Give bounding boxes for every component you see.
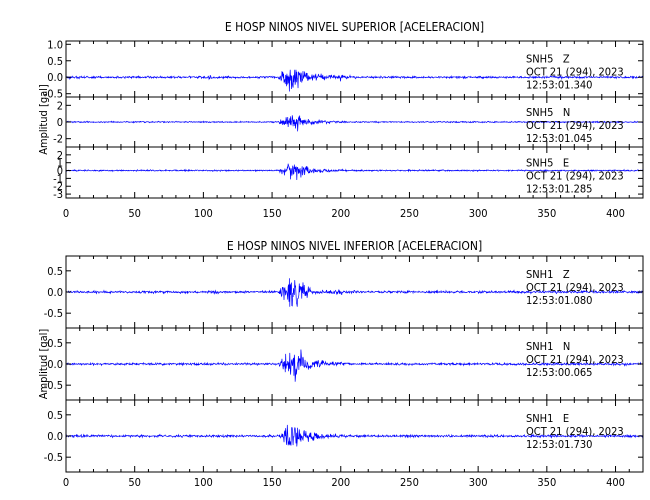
waveform-trace [66,115,643,132]
y-tick-label: 0 [57,165,63,178]
x-tick-label: 300 [469,476,488,489]
y-tick-label: 0.5 [47,409,63,422]
y-tick-label: -2 [53,180,63,193]
waveform-trace [66,349,643,382]
x-tick-label: 0 [63,207,69,220]
station-label: SNH1 Z [526,268,570,281]
waveform-trace [66,69,643,92]
y-tick-label: -0.5 [44,307,63,320]
x-tick-label: 350 [537,207,556,220]
station-label: SNH5 Z [526,52,570,65]
x-tick-label: 0 [63,476,69,489]
date-label: OCT 21 (294), 2023 [526,353,624,366]
x-tick-label: 150 [263,207,282,220]
y-tick-label: -2 [53,133,63,146]
y-tick-label: 0.0 [47,71,63,84]
station-label: SNH1 E [526,412,569,425]
time-label: 12:53:01.285 [526,182,592,195]
figure-title: E HOSP NINOS NIVEL SUPERIOR [ACELERACION… [225,20,484,34]
time-label: 12:53:01.730 [526,438,592,451]
y-tick-label: 0.5 [47,337,63,350]
y-tick-label: 1.0 [47,38,63,51]
y-tick-label: 0.0 [47,358,63,371]
y-tick-label: -3 [53,188,63,201]
date-label: OCT 21 (294), 2023 [526,65,624,78]
x-tick-label: 100 [194,476,213,489]
figure-title: E HOSP NINOS NIVEL INFERIOR [ACELERACION… [227,239,482,253]
y-tick-label: -0.5 [44,379,63,392]
station-label: SNH5 N [526,106,570,119]
seismogram-figure-2: E HOSP NINOS NIVEL INFERIOR [ACELERACION… [37,239,644,489]
x-tick-label: 250 [400,207,419,220]
y-axis-label: Amplitud [gal] [37,329,50,400]
x-tick-label: 300 [469,207,488,220]
x-tick-label: 100 [194,207,213,220]
y-tick-label: 0.0 [47,430,63,443]
x-tick-label: 400 [606,476,625,489]
waveform-trace [66,163,643,181]
y-tick-label: 0 [57,116,63,129]
x-tick-label: 350 [537,476,556,489]
y-tick-label: -0.5 [44,451,63,464]
y-tick-label: -0.5 [44,88,63,101]
y-tick-label: 0.0 [47,286,63,299]
x-tick-label: 50 [128,207,141,220]
y-axis-label: Amplitud [gal] [37,84,50,155]
seismogram-figure-1: E HOSP NINOS NIVEL SUPERIOR [ACELERACION… [37,20,644,220]
time-label: 12:53:01.080 [526,294,592,307]
time-label: 12:53:01.340 [526,78,592,91]
y-tick-label: 0.5 [47,265,63,278]
y-tick-label: 2 [57,149,63,162]
station-label: SNH5 E [526,156,569,169]
x-tick-label: 200 [331,207,350,220]
y-tick-label: 0.5 [47,55,63,68]
date-label: OCT 21 (294), 2023 [526,425,624,438]
date-label: OCT 21 (294), 2023 [526,281,624,294]
waveform-trace [66,278,643,307]
y-tick-label: 1 [57,157,63,170]
station-label: SNH1 N [526,340,570,353]
waveform-trace [66,424,643,447]
y-tick-label: 2 [57,99,63,112]
x-tick-label: 400 [606,207,625,220]
x-tick-label: 150 [263,476,282,489]
date-label: OCT 21 (294), 2023 [526,119,624,132]
time-label: 12:53:00.065 [526,366,592,379]
x-tick-label: 200 [331,476,350,489]
y-tick-label: -1 [53,172,63,185]
x-tick-label: 250 [400,476,419,489]
time-label: 12:53:01.045 [526,132,592,145]
date-label: OCT 21 (294), 2023 [526,169,624,182]
x-tick-label: 50 [128,476,141,489]
